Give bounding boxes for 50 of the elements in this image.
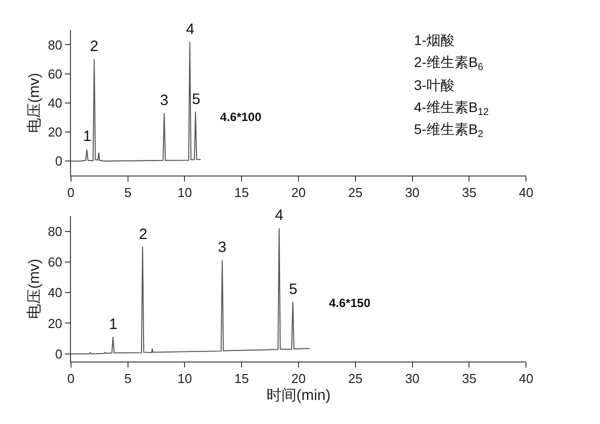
line-series: [70, 228, 310, 354]
annotation: 2: [139, 226, 148, 243]
y-axis-title: 电压(mv): [26, 72, 44, 133]
annotation: 3: [160, 92, 168, 109]
x-axis-title: 时间(min): [266, 387, 331, 404]
x-tick-label: 5: [124, 371, 132, 386]
line-series: [70, 41, 202, 162]
annotation: 3: [218, 239, 226, 256]
x-tick-label: 10: [177, 371, 192, 386]
annotation: 5-维生素B$_{2}$: [414, 121, 484, 140]
y-tick-label: 0: [55, 154, 62, 169]
x-tick-label: 25: [348, 371, 363, 386]
x-tick-label: 0: [67, 185, 75, 200]
annotation: 1: [83, 128, 92, 145]
y-tick-label: 40: [48, 285, 62, 300]
x-tick-label: 30: [405, 185, 420, 200]
x-tick-label: 15: [234, 185, 249, 200]
annotation: 4.6*100: [220, 110, 262, 124]
y-tick-label: 80: [48, 37, 62, 52]
x-tick-label: 20: [291, 371, 306, 386]
annotation: 4-维生素B$_{12}$: [414, 99, 489, 118]
y-tick-label: 60: [48, 254, 62, 270]
y-tick-label: 20: [48, 316, 62, 331]
x-tick-label: 5: [124, 185, 132, 200]
y-tick-label: 40: [48, 95, 62, 110]
annotation: 2-维生素B$_{6}$: [414, 54, 484, 73]
x-tick-label: 35: [462, 185, 476, 200]
annotation: 1-烟酸: [414, 32, 454, 48]
annotation: 4: [186, 21, 194, 38]
x-tick-label: 35: [462, 371, 476, 386]
annotation: 1: [109, 316, 118, 333]
annotation: 2: [90, 38, 98, 55]
x-tick-label: 40: [518, 371, 534, 386]
x-tick-label: 30: [405, 371, 420, 386]
y-tick-label: 20: [48, 124, 62, 140]
annotation: 5: [289, 281, 298, 298]
y-tick-label: 60: [48, 66, 62, 82]
annotation: 3-叶酸: [414, 77, 454, 93]
x-tick-label: 20: [291, 185, 306, 200]
y-tick-label: 0: [55, 346, 62, 362]
x-tick-label: 40: [518, 185, 534, 200]
annotation: 4: [275, 207, 284, 224]
x-tick-label: 10: [177, 185, 192, 200]
x-tick-label: 15: [234, 371, 249, 386]
y-tick-label: 80: [48, 224, 62, 239]
x-tick-label: 0: [67, 371, 75, 386]
y-axis-title: 电压(mv): [26, 258, 44, 319]
annotation: 4.6*150: [329, 296, 371, 310]
annotation: 5: [192, 91, 200, 108]
x-tick-label: 25: [348, 185, 363, 200]
